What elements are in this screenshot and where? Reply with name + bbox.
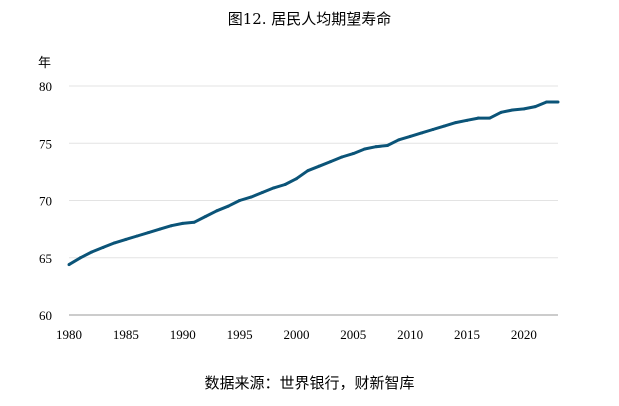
data-point — [192, 220, 196, 224]
data-point — [351, 152, 355, 156]
series-line — [68, 100, 558, 266]
data-point — [260, 190, 264, 194]
chart-source: 数据来源：世界银行，财新智库 — [204, 374, 415, 392]
data-point — [215, 209, 219, 213]
data-point — [238, 199, 242, 202]
data-point — [488, 116, 492, 120]
data-point — [522, 107, 526, 111]
data-point — [454, 121, 458, 125]
data-point — [499, 110, 503, 114]
data-point — [90, 250, 94, 254]
y-axis-label: 年 — [38, 55, 51, 70]
data-point — [226, 204, 230, 208]
data-point — [135, 234, 139, 238]
data-point — [420, 131, 424, 135]
data-point — [363, 147, 367, 151]
data-point — [317, 164, 321, 168]
x-tick-label: 1980 — [56, 327, 82, 342]
data-point — [374, 145, 378, 149]
y-tick-label: 80 — [39, 79, 52, 94]
chart-title: 图12. 居民人均期望寿命 — [227, 10, 392, 28]
x-tick-label: 2015 — [454, 327, 480, 342]
data-point — [556, 100, 560, 104]
data-point — [442, 124, 446, 128]
data-point — [101, 245, 105, 249]
data-point — [545, 100, 549, 104]
y-tick-label: 70 — [39, 194, 52, 209]
data-point — [249, 195, 253, 199]
y-tick-label: 65 — [39, 251, 52, 266]
data-point — [329, 160, 333, 164]
x-tick-label: 2005 — [340, 327, 366, 342]
data-point — [181, 221, 185, 225]
data-point — [306, 169, 310, 173]
data-point — [67, 263, 71, 267]
y-tick-label: 60 — [39, 308, 52, 323]
data-point — [124, 237, 128, 241]
data-point — [283, 182, 287, 186]
x-tick-label: 1995 — [227, 327, 253, 342]
data-point — [78, 256, 82, 260]
data-point — [294, 177, 298, 181]
data-point — [112, 241, 116, 245]
data-point — [465, 118, 469, 122]
data-point — [385, 144, 389, 148]
data-point — [397, 138, 401, 142]
data-point — [203, 215, 207, 219]
x-tick-label: 2000 — [283, 327, 309, 342]
data-point — [272, 186, 276, 190]
x-tick-label: 2010 — [397, 327, 423, 342]
data-point — [158, 227, 162, 231]
data-point — [533, 105, 537, 109]
x-tick-label: 1990 — [170, 327, 196, 342]
data-point — [476, 116, 480, 120]
y-tick-label: 75 — [39, 136, 52, 151]
data-point — [431, 128, 435, 132]
data-point — [340, 155, 344, 159]
data-point — [408, 134, 412, 138]
data-point — [511, 108, 515, 112]
x-tick-label: 1985 — [113, 327, 139, 342]
data-point — [147, 231, 151, 235]
x-tick-label: 2020 — [511, 327, 537, 342]
data-point — [169, 224, 173, 228]
